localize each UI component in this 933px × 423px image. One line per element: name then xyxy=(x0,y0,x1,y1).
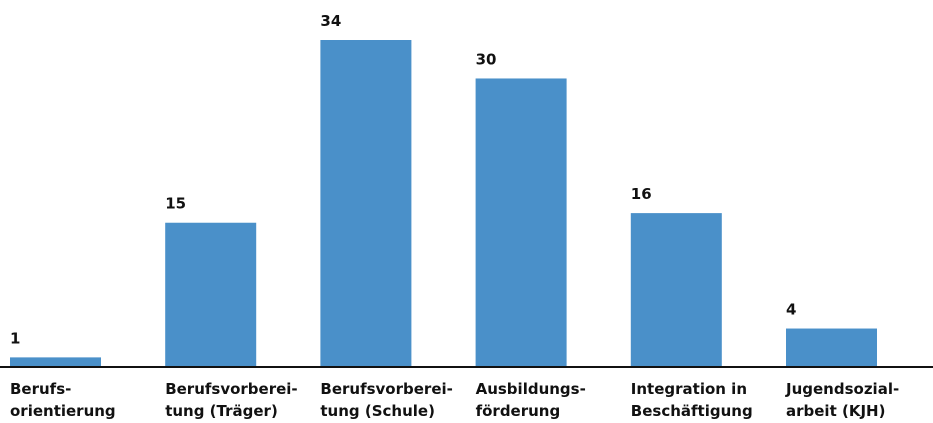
bar xyxy=(320,40,412,367)
value-label: 30 xyxy=(476,50,497,68)
bar xyxy=(786,328,877,367)
value-label: 34 xyxy=(320,12,341,30)
value-label: 1 xyxy=(10,329,20,347)
x-tick-label: Jugendsozial-arbeit (KJH) xyxy=(785,380,899,420)
x-tick-label: Berufsvorberei-tung (Schule) xyxy=(320,380,452,420)
bar xyxy=(475,78,567,368)
x-tick-label: Berufsvorberei-tung (Träger) xyxy=(165,380,297,420)
bar xyxy=(630,213,722,367)
bar xyxy=(165,222,257,367)
x-tick-label: Integration in Beschäftigung xyxy=(631,380,753,420)
value-label: 4 xyxy=(786,301,796,319)
x-tick-label: Ausbildungs-förderung xyxy=(476,380,586,420)
x-tick-label: Berufs-orientierung xyxy=(10,380,116,420)
value-label: 15 xyxy=(165,195,186,213)
bar xyxy=(10,357,101,367)
value-label: 16 xyxy=(631,185,652,203)
